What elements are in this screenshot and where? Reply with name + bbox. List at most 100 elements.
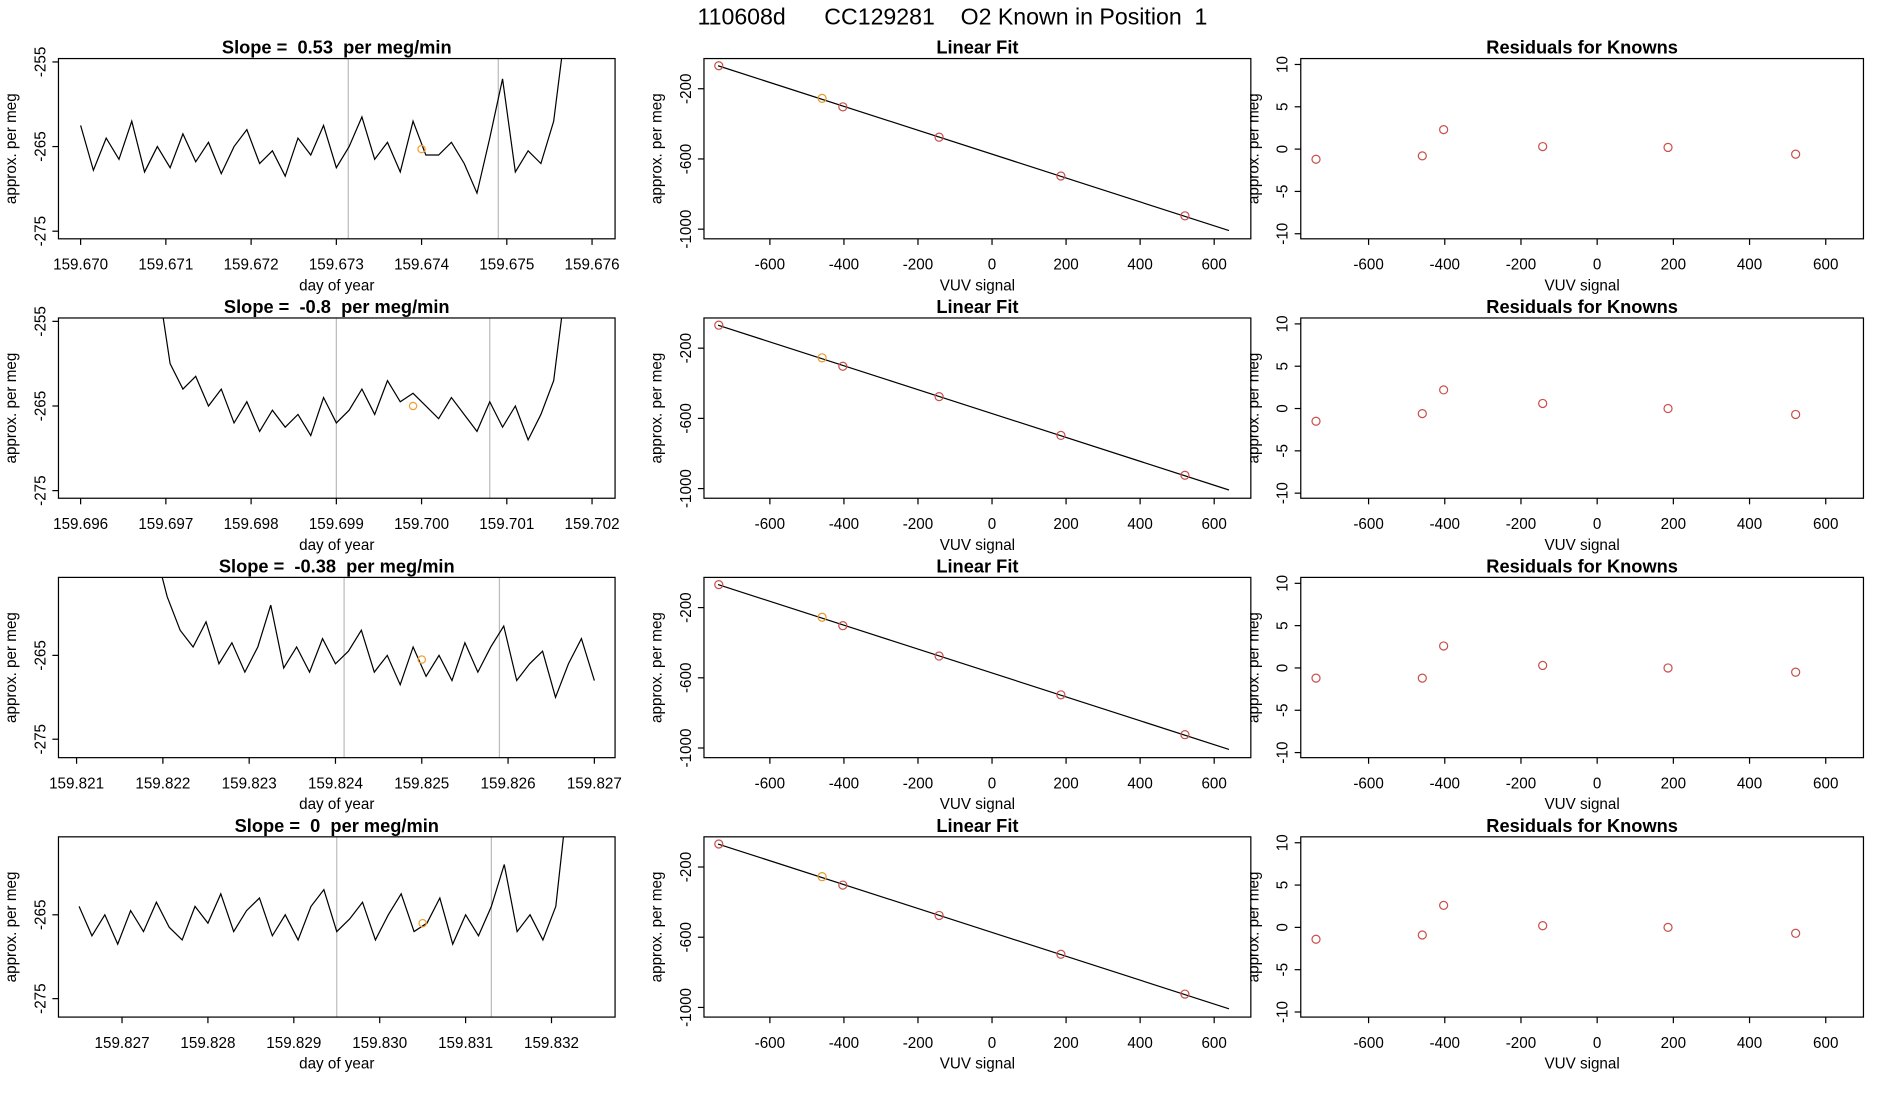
panel: Residuals for Knowns VUV signal approx. pe… [1246, 555, 1865, 813]
panel: Slope = -0.38 per meg/min day of year appr… [3, 555, 622, 813]
plot-frame [703, 317, 1252, 499]
point [1538, 141, 1548, 152]
y-tick-label: -5 [1275, 963, 1292, 977]
point [1791, 409, 1801, 420]
x-tick-label: -400 [829, 257, 859, 274]
x-axis-label: VUV signal [1544, 1056, 1619, 1073]
y-tick-label: 5 [1275, 103, 1292, 111]
x-tick-label: -200 [1506, 257, 1536, 274]
x-tick-label: 159.826 [481, 775, 536, 792]
x-axis-label: VUV signal [940, 537, 1015, 554]
x-tick-label: 159.830 [352, 1035, 407, 1052]
plot-area [1311, 385, 1801, 426]
x-tick-label: 159.825 [394, 775, 449, 792]
point [1180, 989, 1190, 999]
highlight-point [418, 918, 427, 928]
point [1056, 430, 1066, 441]
y-tick-label: 5 [1275, 362, 1292, 370]
y-tick-label: -265 [32, 131, 49, 161]
panel-title: Slope = 0 per meg/min [235, 815, 439, 836]
y-tick-label: -10 [1275, 482, 1292, 504]
point [817, 872, 827, 882]
x-tick-label: -400 [1430, 1035, 1460, 1052]
y-tick-label: -265 [32, 640, 49, 670]
y-axis-label: approx. per meg [649, 872, 666, 983]
x-axis-label: day of year [299, 1056, 374, 1073]
point [1663, 403, 1673, 414]
plot-area [80, 58, 563, 239]
y-axis-label: approx. per meg [649, 93, 666, 204]
x-tick-label: 159.696 [53, 516, 108, 533]
panel-title: Slope = -0.8 per meg/min [224, 296, 450, 317]
fit-line [717, 324, 1230, 491]
plot-frame [57, 576, 616, 759]
y-tick-label: -10 [1275, 223, 1292, 245]
figure-title: 110608d CC129281 O2 Known in Position 1 [697, 3, 1207, 29]
x-axis-label: VUV signal [1544, 537, 1619, 554]
y-tick-label: -275 [32, 216, 49, 246]
x-tick-label: 0 [1593, 257, 1601, 274]
plot-frame [1300, 836, 1865, 1018]
x-tick-label: 159.829 [266, 1035, 321, 1052]
y-tick-label: -600 [678, 144, 695, 174]
x-tick-label: 400 [1737, 1035, 1762, 1052]
plot-frame [57, 836, 616, 1018]
x-tick-label: 0 [988, 1035, 996, 1052]
y-tick-label: 10 [1275, 56, 1292, 73]
plot-area [714, 579, 1230, 750]
x-tick-label: 600 [1201, 257, 1226, 274]
point [1311, 154, 1321, 164]
x-tick-label: 200 [1053, 775, 1078, 792]
y-tick-label: -600 [678, 663, 695, 693]
point [1417, 151, 1427, 161]
x-tick-label: -600 [755, 775, 785, 792]
point [1538, 921, 1548, 931]
x-tick-label: 600 [1813, 516, 1838, 533]
point [934, 910, 944, 921]
y-tick-label: -255 [32, 306, 49, 336]
plot-area [161, 577, 595, 758]
x-tick-label: 159.675 [479, 257, 534, 274]
x-axis-label: day of year [299, 796, 374, 813]
plot-frame [703, 836, 1252, 1018]
point [1439, 641, 1449, 651]
plot-area [162, 317, 563, 499]
y-tick-label: -600 [678, 403, 695, 433]
panel: Slope = 0.53 per meg/min day of year appro… [3, 37, 619, 295]
x-tick-label: 400 [1127, 775, 1152, 792]
x-tick-label: 0 [1593, 516, 1601, 533]
point [934, 132, 944, 142]
point [1538, 398, 1548, 409]
y-tick-label: -5 [1275, 185, 1292, 199]
plot-frame [1300, 317, 1865, 499]
point [1791, 667, 1801, 677]
point [1180, 470, 1190, 480]
y-axis-label: approx. per meg [3, 353, 20, 464]
x-tick-label: -200 [903, 516, 933, 533]
fit-line [717, 843, 1230, 1010]
highlight-point [417, 144, 426, 154]
panel-title: Linear Fit [936, 296, 1018, 317]
x-tick-label: 200 [1661, 516, 1686, 533]
y-tick-label: 10 [1275, 575, 1292, 592]
data-line [78, 836, 565, 946]
point [1439, 900, 1449, 911]
x-tick-label: 159.822 [135, 775, 190, 792]
x-axis-label: VUV signal [940, 1056, 1015, 1073]
point [714, 579, 724, 590]
y-tick-label: -1000 [678, 469, 695, 508]
x-tick-label: -200 [903, 257, 933, 274]
y-tick-label: 0 [1275, 404, 1292, 412]
y-tick-label: -1000 [678, 729, 695, 768]
x-tick-label: 159.827 [95, 1035, 150, 1052]
x-tick-label: 200 [1053, 1035, 1078, 1052]
y-tick-label: -1000 [678, 210, 695, 249]
y-tick-label: -265 [32, 391, 49, 421]
data-line [80, 58, 563, 196]
panel: Linear Fit VUV signal approx. per meg -600 -… [649, 815, 1252, 1073]
point [1311, 934, 1321, 944]
x-tick-label: -200 [903, 1035, 933, 1052]
panel-title: Residuals for Knowns [1486, 815, 1678, 836]
x-axis-label: day of year [299, 537, 374, 554]
x-tick-label: 600 [1813, 775, 1838, 792]
